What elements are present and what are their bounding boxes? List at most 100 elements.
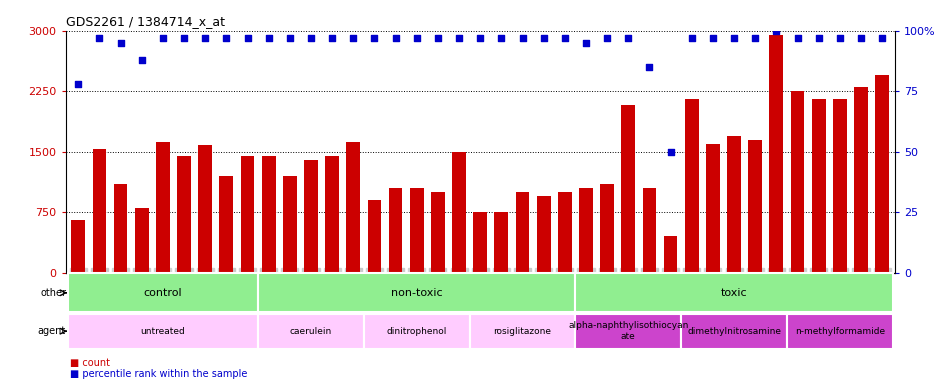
Point <box>557 35 572 41</box>
Text: dimethylnitrosamine: dimethylnitrosamine <box>686 327 781 336</box>
Point <box>303 35 318 41</box>
Bar <box>135 208 149 273</box>
Point <box>176 35 191 41</box>
Bar <box>198 145 212 273</box>
Bar <box>388 188 402 273</box>
Bar <box>367 200 381 273</box>
Point <box>282 35 297 41</box>
Bar <box>346 142 359 273</box>
Point <box>599 35 614 41</box>
Point <box>768 28 783 34</box>
Bar <box>832 99 846 273</box>
Text: untreated: untreated <box>140 327 185 336</box>
Point <box>515 35 530 41</box>
Text: toxic: toxic <box>720 288 747 298</box>
Bar <box>241 156 254 273</box>
Point <box>451 35 466 41</box>
Bar <box>575 314 680 349</box>
Point <box>789 35 804 41</box>
Point <box>621 35 636 41</box>
Text: ■ count: ■ count <box>70 358 110 368</box>
Bar <box>113 184 127 273</box>
Bar <box>748 139 761 273</box>
Point <box>155 35 170 41</box>
Bar <box>642 188 655 273</box>
Bar <box>71 220 85 273</box>
Point <box>240 35 255 41</box>
Bar <box>67 314 257 349</box>
Point <box>261 35 276 41</box>
Point <box>409 35 424 41</box>
Point <box>197 35 212 41</box>
Point <box>747 35 762 41</box>
Bar <box>874 75 888 273</box>
Bar <box>621 105 635 273</box>
Bar <box>726 136 740 273</box>
Bar <box>684 99 698 273</box>
Point <box>345 35 360 41</box>
Bar <box>578 188 592 273</box>
Point <box>705 35 720 41</box>
Bar <box>786 314 892 349</box>
Text: dinitrophenol: dinitrophenol <box>387 327 446 336</box>
Point <box>113 40 128 46</box>
Bar <box>811 99 825 273</box>
Bar <box>706 144 719 273</box>
Bar <box>473 212 487 273</box>
Bar <box>768 35 782 273</box>
Bar <box>469 314 575 349</box>
Bar <box>257 314 363 349</box>
Text: agent: agent <box>37 326 66 336</box>
Bar <box>261 156 275 273</box>
Point <box>811 35 826 41</box>
Bar <box>219 176 233 273</box>
Point <box>641 64 656 70</box>
Text: other: other <box>40 288 66 298</box>
Text: non-toxic: non-toxic <box>390 288 442 298</box>
Bar <box>409 188 423 273</box>
Bar <box>325 156 339 273</box>
Point <box>535 35 550 41</box>
Text: GDS2261 / 1384714_x_at: GDS2261 / 1384714_x_at <box>66 15 225 28</box>
Point <box>831 35 846 41</box>
Point <box>725 35 740 41</box>
Bar <box>257 273 575 312</box>
Point <box>578 40 592 46</box>
Bar <box>663 237 677 273</box>
Bar <box>283 176 297 273</box>
Bar <box>494 212 507 273</box>
Bar <box>680 314 786 349</box>
Point <box>134 57 149 63</box>
Text: rosiglitazone: rosiglitazone <box>493 327 551 336</box>
Bar <box>304 160 317 273</box>
Point <box>219 35 234 41</box>
Bar <box>363 314 469 349</box>
Bar <box>156 142 169 273</box>
Bar <box>536 196 550 273</box>
Bar <box>790 91 803 273</box>
Bar <box>600 184 613 273</box>
Bar <box>854 87 867 273</box>
Point <box>92 35 107 41</box>
Point <box>388 35 402 41</box>
Point <box>853 35 868 41</box>
Text: control: control <box>143 288 182 298</box>
Bar <box>575 273 892 312</box>
Point <box>71 81 86 87</box>
Bar <box>67 273 257 312</box>
Bar <box>557 192 571 273</box>
Text: n-methylformamide: n-methylformamide <box>794 327 884 336</box>
Bar <box>177 156 191 273</box>
Text: caerulein: caerulein <box>289 327 331 336</box>
Bar <box>431 192 445 273</box>
Point <box>430 35 445 41</box>
Point <box>324 35 339 41</box>
Point <box>472 35 487 41</box>
Point <box>367 35 382 41</box>
Point <box>873 35 888 41</box>
Point <box>493 35 508 41</box>
Point <box>683 35 698 41</box>
Text: ■ percentile rank within the sample: ■ percentile rank within the sample <box>70 369 247 379</box>
Text: alpha-naphthylisothiocyan
ate: alpha-naphthylisothiocyan ate <box>567 321 688 341</box>
Bar <box>515 192 529 273</box>
